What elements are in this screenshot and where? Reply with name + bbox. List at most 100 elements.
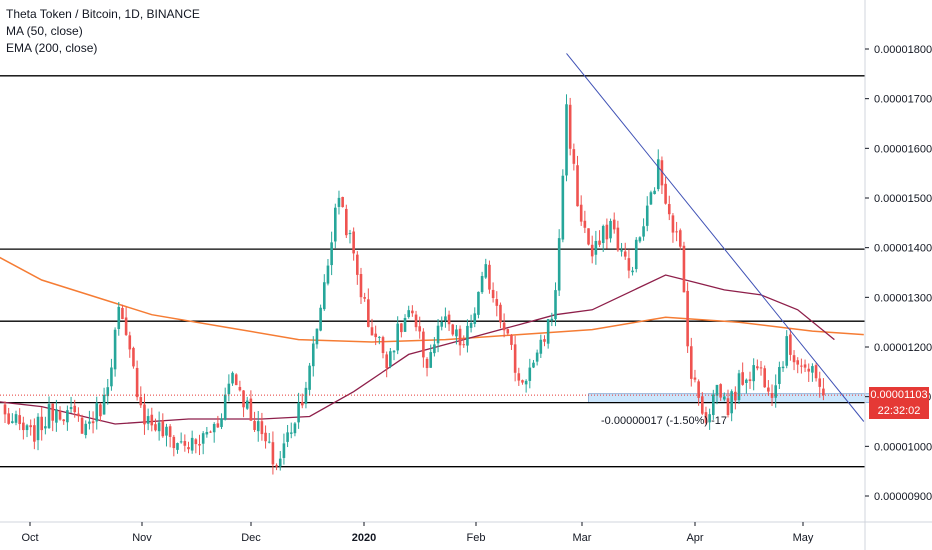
- candle-up: [326, 265, 330, 284]
- candle-down: [161, 420, 165, 437]
- candle-up: [337, 197, 341, 207]
- candle-up: [715, 384, 719, 396]
- candle-up: [25, 425, 29, 431]
- candle-down: [789, 334, 792, 355]
- candle-up: [737, 373, 741, 401]
- candle-down: [183, 441, 187, 446]
- candle-down: [689, 346, 693, 379]
- candle-down: [33, 425, 36, 442]
- candle-up: [546, 319, 550, 344]
- candle-up: [811, 366, 814, 373]
- candle-up: [220, 418, 223, 427]
- candle-down: [400, 323, 403, 333]
- candle-down: [77, 413, 80, 417]
- candle-up: [179, 441, 183, 443]
- plot-area[interactable]: [0, 0, 865, 522]
- candle-down: [587, 228, 590, 245]
- candle-up: [293, 423, 297, 434]
- candle-down: [814, 365, 818, 379]
- candle-down: [521, 380, 524, 383]
- candle-up: [561, 175, 565, 240]
- candle-down: [264, 432, 267, 442]
- candle-up: [752, 365, 755, 382]
- candle-down: [495, 299, 499, 306]
- descending-trendline[interactable]: [566, 53, 865, 422]
- time-tick-label: Mar: [573, 532, 592, 544]
- candle-up: [84, 423, 88, 436]
- candle-up: [601, 225, 605, 244]
- candle-down: [80, 417, 84, 434]
- candle-down: [238, 386, 242, 391]
- candle-down: [704, 412, 708, 423]
- candle-up: [539, 339, 543, 354]
- candle-down: [579, 204, 583, 222]
- candle-down: [686, 290, 689, 347]
- candle-down: [583, 220, 587, 228]
- candle-down: [363, 297, 366, 299]
- countdown-badge: 22:32:02: [869, 403, 929, 419]
- time-tick-label: 2020: [352, 532, 376, 544]
- price-axis[interactable]: 0.000009000.000010000.000011000.00001200…: [865, 44, 932, 503]
- candle-up: [304, 387, 308, 404]
- candle-up: [315, 328, 319, 345]
- candle-down: [374, 333, 377, 338]
- candle-down: [62, 419, 66, 422]
- candle-down: [763, 368, 766, 388]
- candle-up: [110, 367, 113, 387]
- candle-down: [29, 425, 32, 428]
- candle-down: [491, 289, 495, 299]
- candle-up: [444, 316, 447, 321]
- candle-down: [58, 411, 62, 420]
- candle-down: [792, 355, 796, 363]
- candle-up: [469, 323, 473, 328]
- candle-up: [785, 336, 789, 366]
- candle-up: [620, 250, 623, 252]
- candle-down: [678, 230, 682, 247]
- candle-up: [378, 336, 381, 338]
- candle-up: [466, 325, 469, 346]
- price-tick-label: 0.00001800: [874, 44, 932, 56]
- candle-up: [631, 270, 634, 273]
- time-axis[interactable]: Oct Nov Dec 2020 Feb Mar Apr May: [21, 522, 814, 544]
- candle-up: [550, 318, 554, 321]
- trendline[interactable]: [566, 53, 865, 422]
- candle-down: [3, 404, 7, 415]
- candle-down: [800, 365, 803, 367]
- candle-up: [723, 396, 726, 400]
- candle-down: [40, 416, 43, 431]
- price-tick-label: 0.00001300: [874, 292, 932, 304]
- candle-down: [422, 331, 425, 358]
- candle-up: [403, 317, 407, 332]
- candle-up: [36, 416, 40, 441]
- candle-up: [745, 379, 748, 384]
- candle-up: [348, 233, 352, 235]
- ema-200-line: [0, 256, 864, 343]
- candle-up: [14, 414, 18, 423]
- candle-down: [612, 219, 616, 230]
- candle-down: [359, 274, 363, 298]
- candle-up: [308, 365, 311, 390]
- candle-up: [778, 367, 781, 384]
- candle-up: [190, 437, 194, 451]
- candle-down: [543, 339, 546, 342]
- candle-up: [88, 421, 91, 424]
- candle-up: [201, 433, 205, 444]
- candle-down: [623, 251, 627, 257]
- candle-down: [121, 307, 124, 320]
- candle-down: [271, 442, 275, 465]
- candle-up: [44, 426, 47, 429]
- candle-up: [334, 207, 337, 242]
- candle-up: [231, 372, 234, 384]
- candle-up: [212, 423, 216, 433]
- candle-up: [774, 385, 777, 398]
- candle-up: [609, 220, 612, 239]
- candle-down: [73, 405, 77, 413]
- candle-up: [396, 323, 399, 351]
- candle-up: [55, 409, 58, 423]
- candle-down: [499, 304, 502, 323]
- time-tick-label: Oct: [21, 532, 38, 544]
- candle-down: [143, 404, 146, 425]
- candle-down: [124, 317, 128, 335]
- candle-up: [642, 226, 645, 237]
